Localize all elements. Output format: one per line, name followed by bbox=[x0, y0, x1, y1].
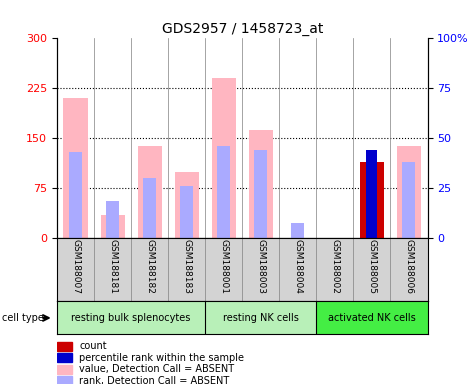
Text: percentile rank within the sample: percentile rank within the sample bbox=[79, 353, 244, 363]
Bar bbox=[138, 146, 162, 238]
Bar bbox=[397, 146, 421, 238]
Bar bbox=[57, 301, 205, 334]
Bar bbox=[57, 342, 72, 351]
Text: GSM188004: GSM188004 bbox=[294, 239, 302, 294]
Bar bbox=[217, 146, 230, 238]
Bar bbox=[402, 162, 416, 238]
Bar bbox=[101, 215, 124, 238]
Bar bbox=[106, 202, 119, 238]
Bar bbox=[180, 186, 193, 238]
Bar bbox=[254, 150, 267, 238]
Bar bbox=[316, 301, 428, 334]
Bar bbox=[205, 301, 316, 334]
Text: GSM188007: GSM188007 bbox=[71, 239, 80, 295]
Bar bbox=[212, 78, 236, 238]
Text: value, Detection Call = ABSENT: value, Detection Call = ABSENT bbox=[79, 364, 234, 374]
Bar bbox=[57, 353, 72, 362]
Text: GSM188002: GSM188002 bbox=[331, 239, 339, 294]
Bar bbox=[249, 130, 273, 238]
Bar bbox=[64, 98, 87, 238]
Text: GSM188182: GSM188182 bbox=[145, 239, 154, 294]
Bar bbox=[57, 365, 72, 374]
Bar bbox=[360, 162, 384, 238]
Bar bbox=[366, 150, 378, 238]
Text: count: count bbox=[79, 341, 107, 351]
Text: GSM188005: GSM188005 bbox=[368, 239, 376, 295]
Text: GSM188181: GSM188181 bbox=[108, 239, 117, 295]
Text: GSM188183: GSM188183 bbox=[182, 239, 191, 295]
Text: activated NK cells: activated NK cells bbox=[328, 313, 416, 323]
Text: rank, Detection Call = ABSENT: rank, Detection Call = ABSENT bbox=[79, 376, 229, 384]
Text: GSM188001: GSM188001 bbox=[219, 239, 228, 295]
Bar bbox=[175, 172, 199, 238]
Text: resting NK cells: resting NK cells bbox=[223, 313, 299, 323]
Title: GDS2957 / 1458723_at: GDS2957 / 1458723_at bbox=[162, 22, 323, 36]
Text: cell type: cell type bbox=[2, 313, 44, 323]
Text: GSM188006: GSM188006 bbox=[405, 239, 413, 295]
Bar bbox=[57, 376, 72, 384]
Text: resting bulk splenocytes: resting bulk splenocytes bbox=[71, 313, 191, 323]
Bar bbox=[69, 152, 82, 238]
Text: GSM188003: GSM188003 bbox=[256, 239, 265, 295]
Bar bbox=[143, 178, 156, 238]
Bar bbox=[291, 223, 304, 238]
